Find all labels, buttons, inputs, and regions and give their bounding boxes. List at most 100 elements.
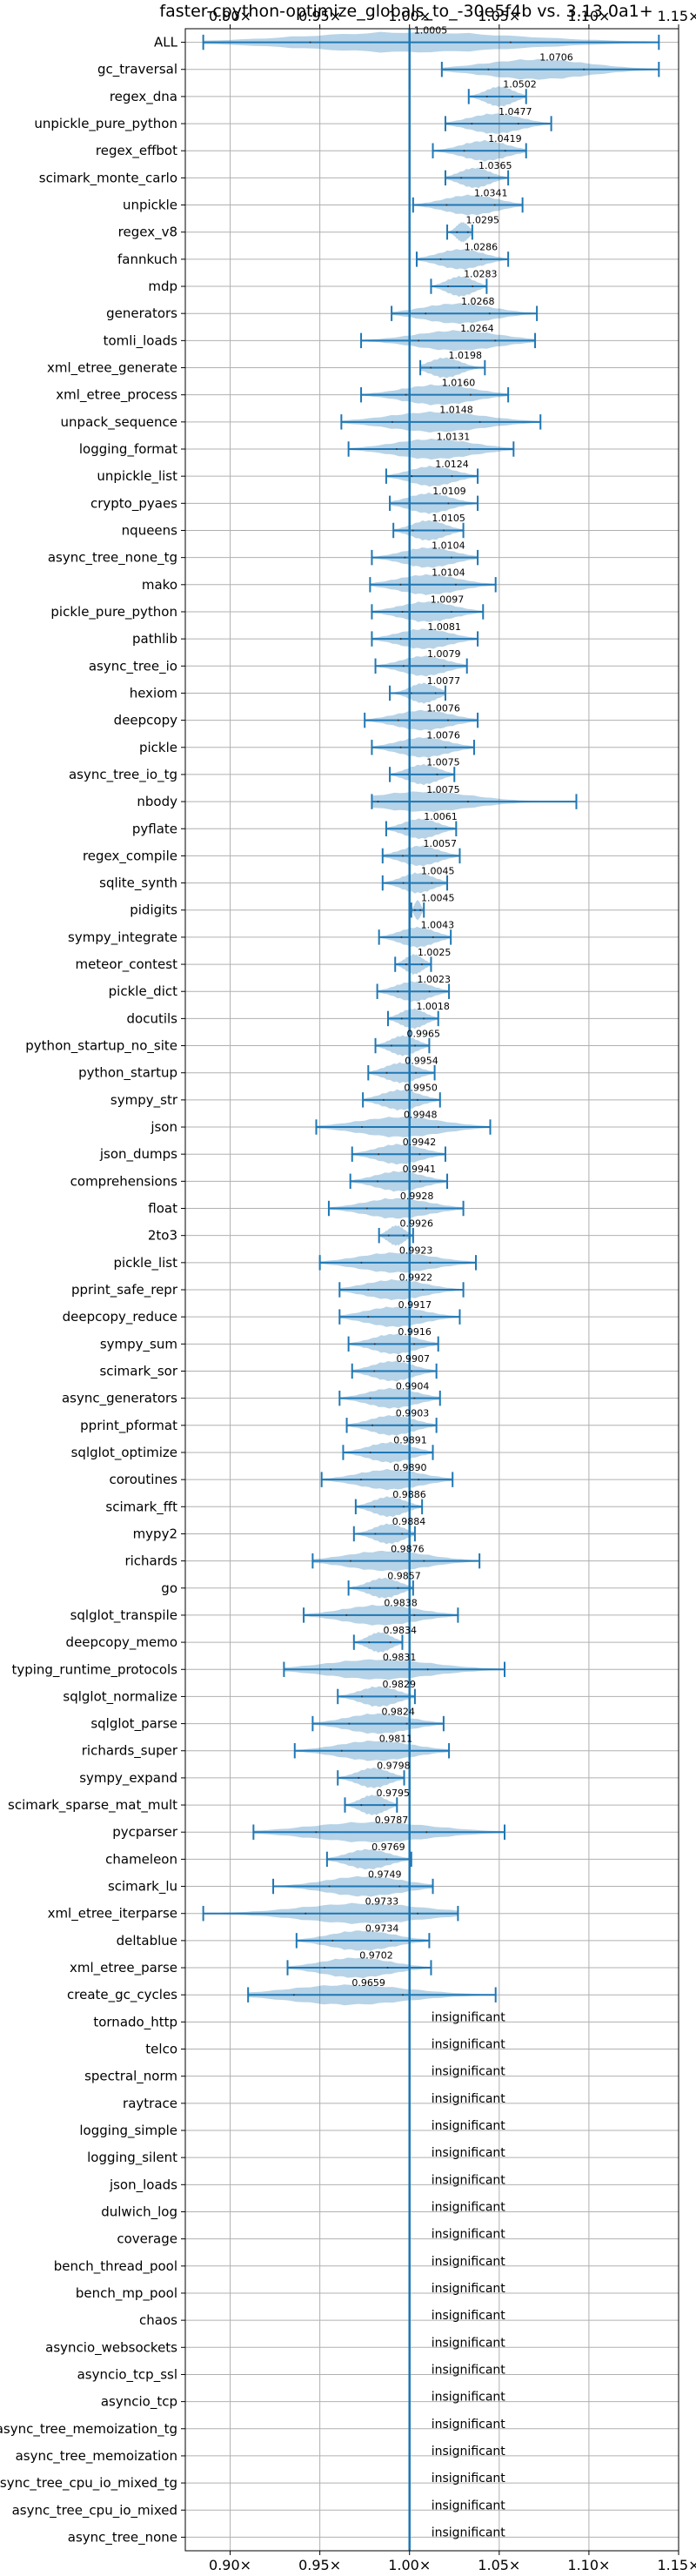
violin-quartile-dot	[488, 312, 491, 315]
benchmark-label: xml_etree_process	[56, 387, 177, 404]
benchmark-label: pickle_list	[113, 1255, 177, 1271]
violin-quartile-dot	[309, 41, 311, 44]
benchmark-label: pickle	[139, 740, 177, 755]
benchmark-value-label: 0.9948	[404, 1110, 438, 1121]
x-tick-label-top: 1.10×	[567, 8, 610, 24]
benchmark-label: generators	[106, 305, 177, 321]
benchmark-label: deepcopy	[114, 713, 177, 728]
violin-quartile-dot	[315, 1831, 318, 1834]
benchmark-value-label: 1.0045	[421, 865, 455, 876]
violin-quartile-dot	[410, 1370, 412, 1372]
benchmark-label: fannkuch	[117, 252, 177, 267]
violin-quartile-dot	[412, 529, 414, 532]
violin-quartile-dot	[413, 909, 416, 911]
violin-quartile-dot	[399, 583, 402, 586]
violin-quartile-dot	[450, 610, 452, 613]
violin-quartile-dot	[416, 1098, 418, 1101]
insignificant-label: insignificant	[432, 2010, 506, 2024]
violin-quartile-dot	[487, 177, 490, 179]
benchmark-label: sqlglot_normalize	[63, 1688, 177, 1705]
violin-quartile-dot	[390, 1044, 392, 1047]
benchmark-label: mdp	[148, 278, 177, 294]
violin-quartile-dot	[418, 339, 420, 342]
violin-quartile-dot	[414, 1044, 417, 1047]
violin-quartile-dot	[443, 665, 445, 667]
benchmark-value-label: 0.9734	[365, 1923, 399, 1935]
insignificant-label: insignificant	[432, 2065, 506, 2079]
benchmark-value-label: 1.0264	[460, 323, 494, 334]
violin-quartile-dot	[399, 746, 402, 748]
benchmark-label: sympy_sum	[100, 1336, 177, 1352]
violin-quartile-dot	[434, 692, 437, 694]
benchmark-label: deepcopy_reduce	[63, 1309, 177, 1325]
insignificant-label: insignificant	[432, 2282, 506, 2296]
benchmark-label: pprint_safe_repr	[71, 1282, 178, 1298]
violin-quartile-dot	[371, 1424, 374, 1426]
violin-quartile-dot	[432, 936, 434, 938]
insignificant-label: insignificant	[432, 2526, 506, 2539]
benchmark-label: unpickle	[123, 198, 177, 213]
violin-quartile-dot	[361, 1126, 364, 1129]
benchmark-value-label: 1.0148	[439, 405, 473, 416]
violin-quartile-dot	[373, 1343, 376, 1345]
violin-quartile-dot	[367, 1289, 370, 1291]
benchmark-label: sqlglot_transpile	[70, 1607, 177, 1624]
benchmark-value-label: 1.0131	[437, 432, 470, 443]
violin-quartile-dot	[374, 1533, 377, 1535]
benchmark-label: sympy_expand	[79, 1770, 177, 1787]
insignificant-label: insignificant	[432, 2255, 506, 2269]
benchmark-value-label: 1.0365	[478, 160, 512, 171]
benchmark-value-label: 0.9769	[371, 1841, 405, 1853]
violin-quartile-dot	[428, 990, 431, 993]
violin-quartile-dot	[359, 1479, 362, 1481]
violin-quartile-dot	[413, 1613, 416, 1616]
violin-quartile-dot	[415, 1071, 418, 1074]
benchmark-value-label: 1.0075	[426, 784, 460, 795]
violin-quartile-dot	[400, 936, 403, 938]
benchmark-value-label: 1.0295	[466, 214, 500, 225]
insignificant-label: insignificant	[432, 2173, 506, 2187]
violin-quartile-dot	[396, 448, 398, 450]
insignificant-label: insignificant	[432, 2228, 506, 2242]
benchmark-value-label: 1.0104	[432, 567, 465, 579]
violin-quartile-dot	[423, 1017, 425, 1020]
violin-quartile-dot	[504, 150, 506, 152]
violin-quartile-dot	[403, 1506, 405, 1508]
violin-quartile-dot	[418, 1153, 421, 1156]
benchmark-label: hexiom	[130, 685, 177, 701]
benchmark-value-label: 0.9923	[399, 1245, 433, 1257]
benchmark-value-label: 0.9829	[382, 1679, 416, 1690]
benchmark-label: unpickle_pure_python	[34, 116, 177, 132]
violin-quartile-dot	[471, 123, 473, 125]
violin-quartile-dot	[394, 1695, 397, 1698]
benchmark-label: nbody	[137, 794, 177, 809]
benchmark-label: meteor_contest	[75, 956, 177, 973]
x-tick-label-bottom: 1.10×	[567, 2557, 610, 2573]
benchmark-value-label: 0.9659	[351, 1977, 385, 1989]
violin-quartile-dot	[402, 882, 405, 884]
benchmark-label: json_loads	[109, 2177, 177, 2193]
violin-quartile-dot	[373, 1370, 376, 1372]
benchmark-label: bench_thread_pool	[54, 2258, 177, 2275]
violin-quartile-dot	[397, 1587, 399, 1589]
benchmark-label: mako	[142, 577, 177, 593]
axis-layer: 0.90× 0.90× 0.95× 0.95× 1.00× 1.00× 1.05× 1.05×…	[0, 8, 696, 2573]
violin-quartile-dot	[304, 1912, 307, 1915]
violin-quartile-dot	[450, 556, 452, 559]
violin-quartile-dot	[377, 801, 379, 803]
violin-quartile-dot	[425, 1207, 427, 1210]
insignificant-label: insignificant	[432, 2445, 506, 2459]
benchmark-value-label: 1.0076	[426, 702, 460, 714]
insignificant-label: insignificant	[432, 2092, 506, 2106]
violin-quartile-dot	[420, 963, 423, 966]
benchmark-value-label: 1.0109	[432, 486, 465, 497]
insignificant-label: insignificant	[432, 2391, 506, 2405]
x-tick-label-bottom: 1.00×	[388, 2557, 431, 2573]
violin-quartile-dot	[292, 1994, 295, 1996]
benchmark-label: unpack_sequence	[61, 414, 177, 431]
benchmark-label: spectral_norm	[84, 2069, 177, 2085]
benchmark-label: create_gc_cycles	[67, 1987, 177, 2003]
benchmark-label: async_tree_none_tg	[48, 550, 177, 567]
violin-quartile-dot	[511, 95, 513, 97]
violin-quartile-dot	[386, 1776, 389, 1779]
